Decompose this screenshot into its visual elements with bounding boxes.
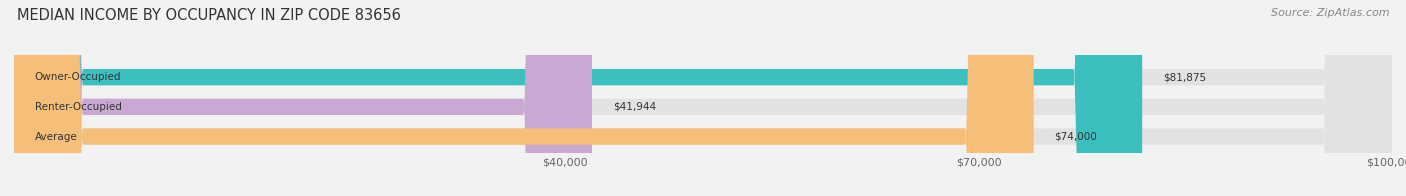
FancyBboxPatch shape <box>14 0 1392 196</box>
Text: $74,000: $74,000 <box>1054 132 1097 142</box>
Text: $41,944: $41,944 <box>613 102 655 112</box>
Text: Average: Average <box>35 132 77 142</box>
FancyBboxPatch shape <box>14 0 1392 196</box>
FancyBboxPatch shape <box>14 0 1392 196</box>
FancyBboxPatch shape <box>14 0 1033 196</box>
Text: MEDIAN INCOME BY OCCUPANCY IN ZIP CODE 83656: MEDIAN INCOME BY OCCUPANCY IN ZIP CODE 8… <box>17 8 401 23</box>
Text: Source: ZipAtlas.com: Source: ZipAtlas.com <box>1271 8 1389 18</box>
FancyBboxPatch shape <box>14 0 592 196</box>
FancyBboxPatch shape <box>14 0 1142 196</box>
Text: Renter-Occupied: Renter-Occupied <box>35 102 121 112</box>
Text: $81,875: $81,875 <box>1163 72 1206 82</box>
Text: Owner-Occupied: Owner-Occupied <box>35 72 121 82</box>
